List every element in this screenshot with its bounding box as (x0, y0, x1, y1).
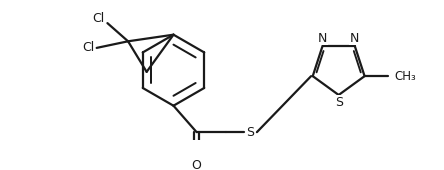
Text: S: S (335, 96, 343, 109)
Text: S: S (246, 126, 254, 139)
Text: Cl: Cl (82, 41, 94, 54)
Text: Cl: Cl (93, 12, 105, 25)
Text: CH₃: CH₃ (394, 70, 416, 83)
Text: N: N (350, 32, 359, 45)
Text: N: N (318, 32, 327, 45)
Text: O: O (192, 159, 202, 170)
